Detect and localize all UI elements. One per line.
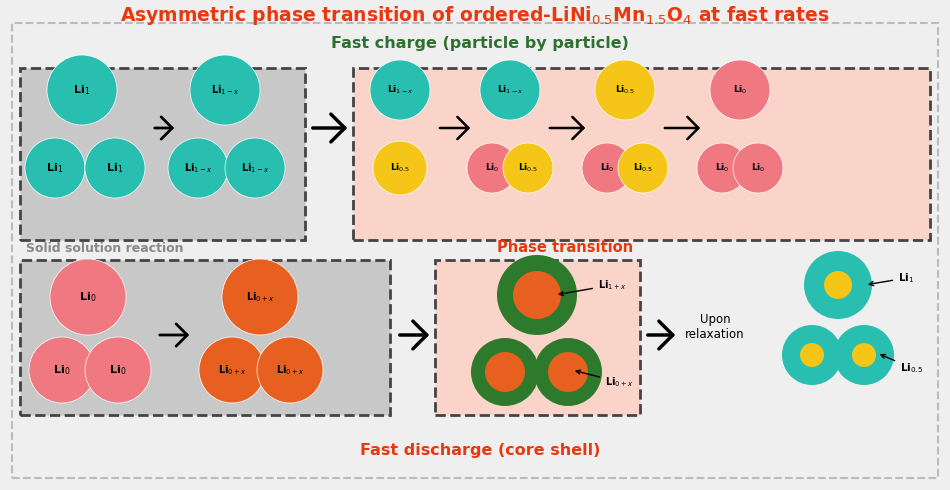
Text: Li$_{0+x}$: Li$_{0+x}$ — [276, 363, 304, 377]
Circle shape — [257, 337, 323, 403]
Circle shape — [595, 60, 655, 120]
Circle shape — [824, 271, 852, 299]
Circle shape — [199, 337, 265, 403]
Circle shape — [582, 143, 632, 193]
Text: Li$_{0+x}$: Li$_{0+x}$ — [577, 370, 634, 389]
Circle shape — [471, 338, 539, 406]
Circle shape — [370, 60, 430, 120]
Circle shape — [834, 325, 894, 385]
Bar — [353, 68, 930, 240]
Text: Li$_{1-x}$: Li$_{1-x}$ — [211, 83, 239, 97]
Circle shape — [804, 251, 872, 319]
Circle shape — [373, 141, 427, 195]
Circle shape — [485, 352, 525, 392]
Text: Li$_{0.5}$: Li$_{0.5}$ — [390, 162, 410, 174]
Text: Li$_0$: Li$_0$ — [714, 162, 730, 174]
Circle shape — [782, 325, 842, 385]
Circle shape — [225, 138, 285, 198]
Circle shape — [85, 337, 151, 403]
Circle shape — [513, 271, 561, 319]
Circle shape — [480, 60, 540, 120]
Circle shape — [190, 55, 260, 125]
Text: Li$_{1-x}$: Li$_{1-x}$ — [387, 84, 413, 96]
Text: Li$_{1-x}$: Li$_{1-x}$ — [240, 161, 269, 175]
Text: Li$_1$: Li$_1$ — [869, 271, 914, 286]
Text: Solid solution reaction: Solid solution reaction — [27, 242, 183, 254]
Text: Li$_{0.5}$: Li$_{0.5}$ — [518, 162, 539, 174]
Text: Li$_{0.5}$: Li$_{0.5}$ — [615, 84, 636, 96]
Text: Li$_0$: Li$_0$ — [79, 290, 97, 304]
Circle shape — [168, 138, 228, 198]
Circle shape — [467, 143, 517, 193]
Circle shape — [85, 138, 145, 198]
Text: Phase transition: Phase transition — [497, 241, 633, 255]
Circle shape — [47, 55, 117, 125]
Text: Li$_0$: Li$_0$ — [53, 363, 70, 377]
Bar — [20, 68, 305, 240]
Text: Li$_{0+x}$: Li$_{0+x}$ — [246, 290, 275, 304]
Text: Li$_0$: Li$_0$ — [109, 363, 126, 377]
Text: Fast charge (particle by particle): Fast charge (particle by particle) — [331, 36, 629, 51]
Circle shape — [497, 255, 577, 335]
Circle shape — [548, 352, 588, 392]
Text: Li$_{0+x}$: Li$_{0+x}$ — [218, 363, 246, 377]
Text: Li$_0$: Li$_0$ — [484, 162, 500, 174]
Circle shape — [222, 259, 298, 335]
Circle shape — [852, 343, 876, 367]
Bar — [435, 260, 640, 415]
Text: Li$_0$: Li$_0$ — [599, 162, 615, 174]
Circle shape — [733, 143, 783, 193]
Circle shape — [50, 259, 126, 335]
Circle shape — [534, 338, 602, 406]
Text: Upon
relaxation: Upon relaxation — [685, 313, 745, 341]
Circle shape — [710, 60, 770, 120]
Text: Asymmetric phase transition of ordered-LiNi$_{0.5}$Mn$_{1.5}$O$_4$ at fast rates: Asymmetric phase transition of ordered-L… — [121, 4, 829, 27]
Circle shape — [800, 343, 824, 367]
Circle shape — [29, 337, 95, 403]
Text: Li$_{1-x}$: Li$_{1-x}$ — [497, 84, 523, 96]
Text: Li$_1$: Li$_1$ — [106, 161, 124, 175]
Circle shape — [25, 138, 85, 198]
Circle shape — [618, 143, 668, 193]
Text: Fast discharge (core shell): Fast discharge (core shell) — [360, 442, 600, 458]
Text: Li$_1$: Li$_1$ — [73, 83, 90, 97]
Text: Li$_0$: Li$_0$ — [750, 162, 766, 174]
Text: Li$_1$: Li$_1$ — [47, 161, 64, 175]
Circle shape — [503, 143, 553, 193]
Text: Li$_{1-x}$: Li$_{1-x}$ — [183, 161, 212, 175]
Text: Li$_0$: Li$_0$ — [732, 84, 748, 96]
Text: Li$_{1+x}$: Li$_{1+x}$ — [560, 278, 626, 295]
Circle shape — [697, 143, 747, 193]
Text: Li$_{0.5}$: Li$_{0.5}$ — [881, 354, 923, 375]
Text: Li$_{0.5}$: Li$_{0.5}$ — [633, 162, 654, 174]
Bar — [20, 260, 390, 415]
